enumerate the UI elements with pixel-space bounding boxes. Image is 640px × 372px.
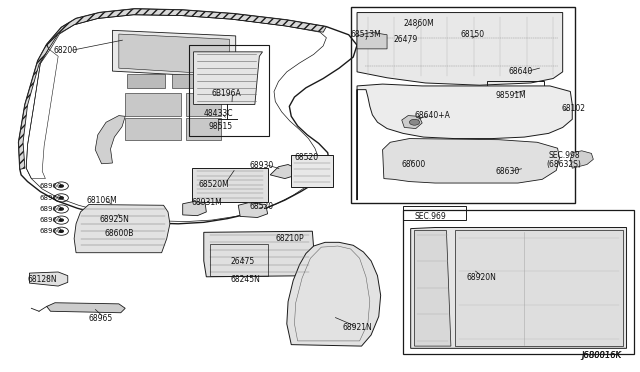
PathPatch shape <box>186 93 221 116</box>
PathPatch shape <box>127 74 166 88</box>
Text: 68960: 68960 <box>39 206 61 212</box>
Text: 68960: 68960 <box>39 217 61 223</box>
Text: 24860M: 24860M <box>403 19 434 28</box>
Text: 68931M: 68931M <box>191 198 221 207</box>
Text: 68640+A: 68640+A <box>415 111 451 120</box>
Text: 68960: 68960 <box>39 183 61 189</box>
Text: 68600: 68600 <box>402 160 426 169</box>
PathPatch shape <box>193 52 262 105</box>
Text: 68520M: 68520M <box>198 180 229 189</box>
Text: 68200: 68200 <box>53 46 77 55</box>
PathPatch shape <box>357 32 387 49</box>
PathPatch shape <box>402 116 422 129</box>
PathPatch shape <box>270 164 296 179</box>
PathPatch shape <box>411 228 627 348</box>
Text: 68920N: 68920N <box>467 273 497 282</box>
PathPatch shape <box>172 74 207 88</box>
PathPatch shape <box>186 118 221 140</box>
Bar <box>351 7 575 203</box>
PathPatch shape <box>47 9 326 49</box>
PathPatch shape <box>383 138 559 183</box>
Bar <box>403 206 466 220</box>
Text: 68245N: 68245N <box>230 275 260 284</box>
Circle shape <box>60 197 63 199</box>
Text: SEC.998: SEC.998 <box>548 151 580 160</box>
PathPatch shape <box>125 93 181 116</box>
PathPatch shape <box>204 231 314 277</box>
Text: 68520: 68520 <box>250 202 274 211</box>
Text: 98591M: 98591M <box>495 91 526 100</box>
Text: 68210P: 68210P <box>275 234 304 243</box>
Text: J680016K: J680016K <box>582 351 621 360</box>
PathPatch shape <box>357 13 563 85</box>
Text: 68921N: 68921N <box>342 323 372 332</box>
Bar <box>403 210 634 353</box>
Text: (68632S): (68632S) <box>547 160 582 169</box>
PathPatch shape <box>192 168 268 202</box>
Text: 68925N: 68925N <box>100 215 129 224</box>
Bar <box>189 45 269 136</box>
Bar <box>487 81 543 131</box>
Circle shape <box>60 185 63 187</box>
Text: 68102: 68102 <box>561 104 586 113</box>
Text: 48433C: 48433C <box>204 109 233 118</box>
Text: 68640: 68640 <box>508 67 532 76</box>
PathPatch shape <box>182 202 206 216</box>
Text: 68960: 68960 <box>39 195 61 201</box>
Circle shape <box>60 230 63 232</box>
PathPatch shape <box>95 116 125 164</box>
Text: 6B196A: 6B196A <box>211 89 241 98</box>
PathPatch shape <box>415 231 451 346</box>
Text: 68930: 68930 <box>250 161 274 170</box>
Circle shape <box>60 208 63 210</box>
Text: 68630: 68630 <box>495 167 520 176</box>
Circle shape <box>60 219 63 221</box>
Text: 68965: 68965 <box>89 314 113 323</box>
Text: 68600B: 68600B <box>104 229 134 238</box>
PathPatch shape <box>357 84 572 200</box>
PathPatch shape <box>19 44 49 169</box>
PathPatch shape <box>238 203 268 218</box>
PathPatch shape <box>287 242 381 346</box>
Bar <box>210 244 268 276</box>
Text: 68520: 68520 <box>294 153 319 161</box>
Text: J680016K: J680016K <box>582 351 622 360</box>
Text: 26479: 26479 <box>394 35 418 44</box>
Text: 68513M: 68513M <box>351 30 381 39</box>
Circle shape <box>410 119 420 125</box>
Text: 68106M: 68106M <box>87 196 118 205</box>
PathPatch shape <box>570 151 593 168</box>
Text: SEC.969: SEC.969 <box>415 212 446 221</box>
PathPatch shape <box>113 31 236 78</box>
Bar <box>291 155 333 187</box>
PathPatch shape <box>456 231 623 346</box>
Text: 98515: 98515 <box>208 122 232 131</box>
PathPatch shape <box>47 303 125 313</box>
Text: 26475: 26475 <box>230 257 255 266</box>
Text: 68128N: 68128N <box>28 275 57 284</box>
Text: 68150: 68150 <box>461 29 484 39</box>
PathPatch shape <box>211 76 236 89</box>
PathPatch shape <box>125 118 181 140</box>
PathPatch shape <box>119 34 229 75</box>
PathPatch shape <box>74 205 170 253</box>
Text: 68960: 68960 <box>39 228 61 234</box>
PathPatch shape <box>29 272 68 286</box>
